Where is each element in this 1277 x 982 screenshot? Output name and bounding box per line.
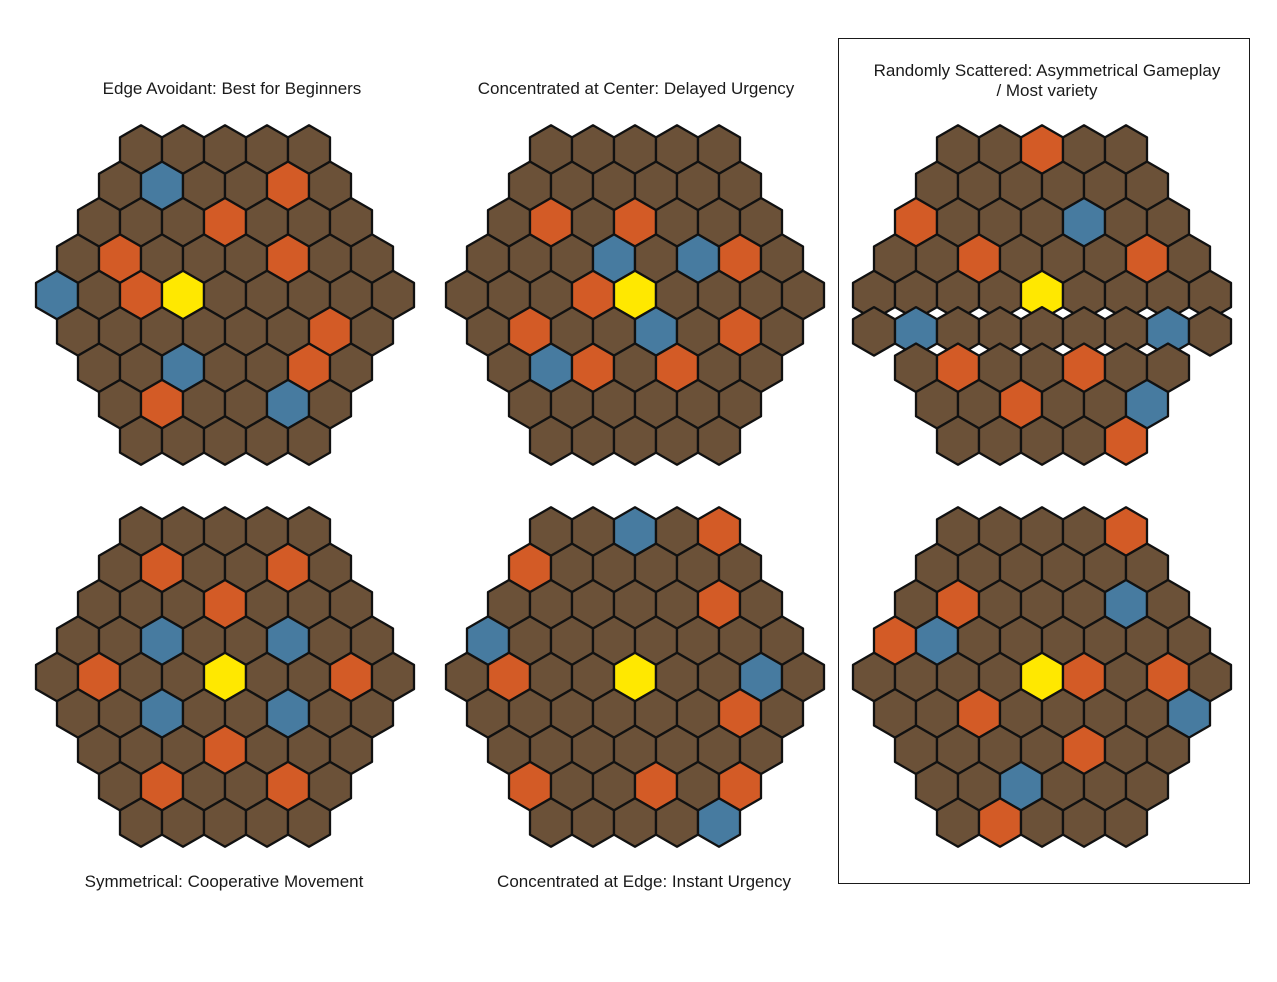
title-randomly-scattered: Randomly Scattered: Asymmetrical Gamepla… — [873, 61, 1221, 100]
hex-tile-ground — [1019, 797, 1065, 848]
title-symmetrical: Symmetrical: Cooperative Movement — [84, 872, 364, 891]
hex-tile-ground — [1187, 305, 1233, 357]
hex-tile-orange — [1103, 415, 1149, 466]
hex-tile-ground — [1103, 797, 1149, 848]
hex-tile-ground — [286, 797, 332, 848]
hex-tile-ground — [935, 797, 981, 848]
hex-tile-orange — [977, 797, 1023, 848]
hex-tile-ground — [286, 415, 332, 466]
randomly-scattered-frame — [838, 38, 1250, 884]
title-concentrated-center: Concentrated at Center: Delayed Urgency — [477, 79, 795, 98]
hex-tile-ground — [1061, 797, 1107, 848]
hex-tile-ground — [696, 415, 742, 466]
title-edge-avoidant: Edge Avoidant: Best for Beginners — [102, 79, 362, 98]
hex-tile-blue — [696, 797, 742, 848]
title-concentrated-edge: Concentrated at Edge: Instant Urgency — [497, 872, 791, 891]
